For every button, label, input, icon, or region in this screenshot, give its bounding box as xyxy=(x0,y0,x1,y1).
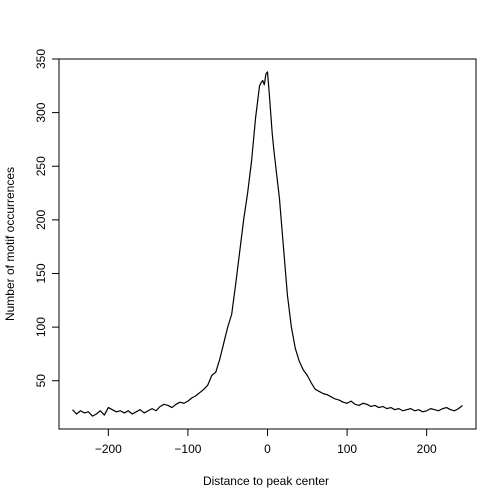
y-tick-label: 250 xyxy=(34,156,48,176)
y-axis: 50 100 150 200 250 300 350 xyxy=(34,49,60,388)
y-tick-label: 350 xyxy=(34,49,48,69)
y-axis-title: Number of motif occurrences xyxy=(3,167,17,321)
x-tick-label: −100 xyxy=(174,442,201,456)
x-axis-title: Distance to peak center xyxy=(203,474,329,488)
x-tick-label: −200 xyxy=(95,442,122,456)
series-line-0 xyxy=(72,71,463,417)
y-tick-label: 100 xyxy=(34,317,48,337)
x-tick-label: 100 xyxy=(337,442,357,456)
plot-frame xyxy=(58,58,477,430)
y-tick-label: 300 xyxy=(34,102,48,122)
series-layer xyxy=(72,71,463,417)
x-tick-label: 200 xyxy=(417,442,437,456)
x-axis: −200 −100 0 100 200 xyxy=(95,428,437,456)
y-tick-label: 200 xyxy=(34,210,48,230)
y-tick-label: 150 xyxy=(34,263,48,283)
x-tick-label: 0 xyxy=(264,442,271,456)
y-tick-label: 50 xyxy=(34,374,48,388)
